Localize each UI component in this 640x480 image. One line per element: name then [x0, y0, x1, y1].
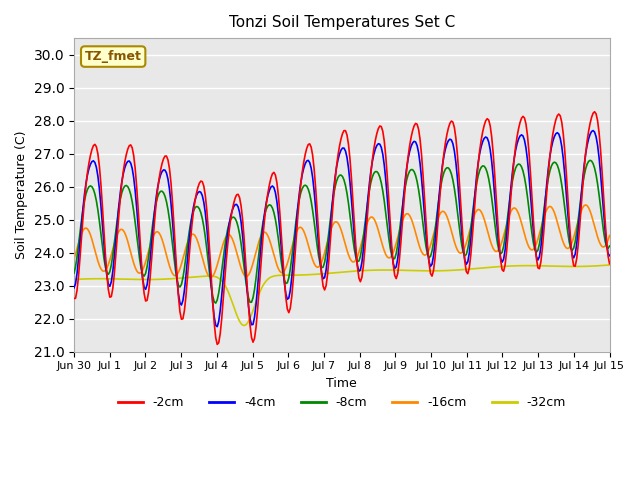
Y-axis label: Soil Temperature (C): Soil Temperature (C) [15, 131, 28, 259]
X-axis label: Time: Time [326, 377, 357, 390]
Title: Tonzi Soil Temperatures Set C: Tonzi Soil Temperatures Set C [228, 15, 455, 30]
Legend: -2cm, -4cm, -8cm, -16cm, -32cm: -2cm, -4cm, -8cm, -16cm, -32cm [113, 391, 571, 414]
Text: TZ_fmet: TZ_fmet [84, 50, 141, 63]
